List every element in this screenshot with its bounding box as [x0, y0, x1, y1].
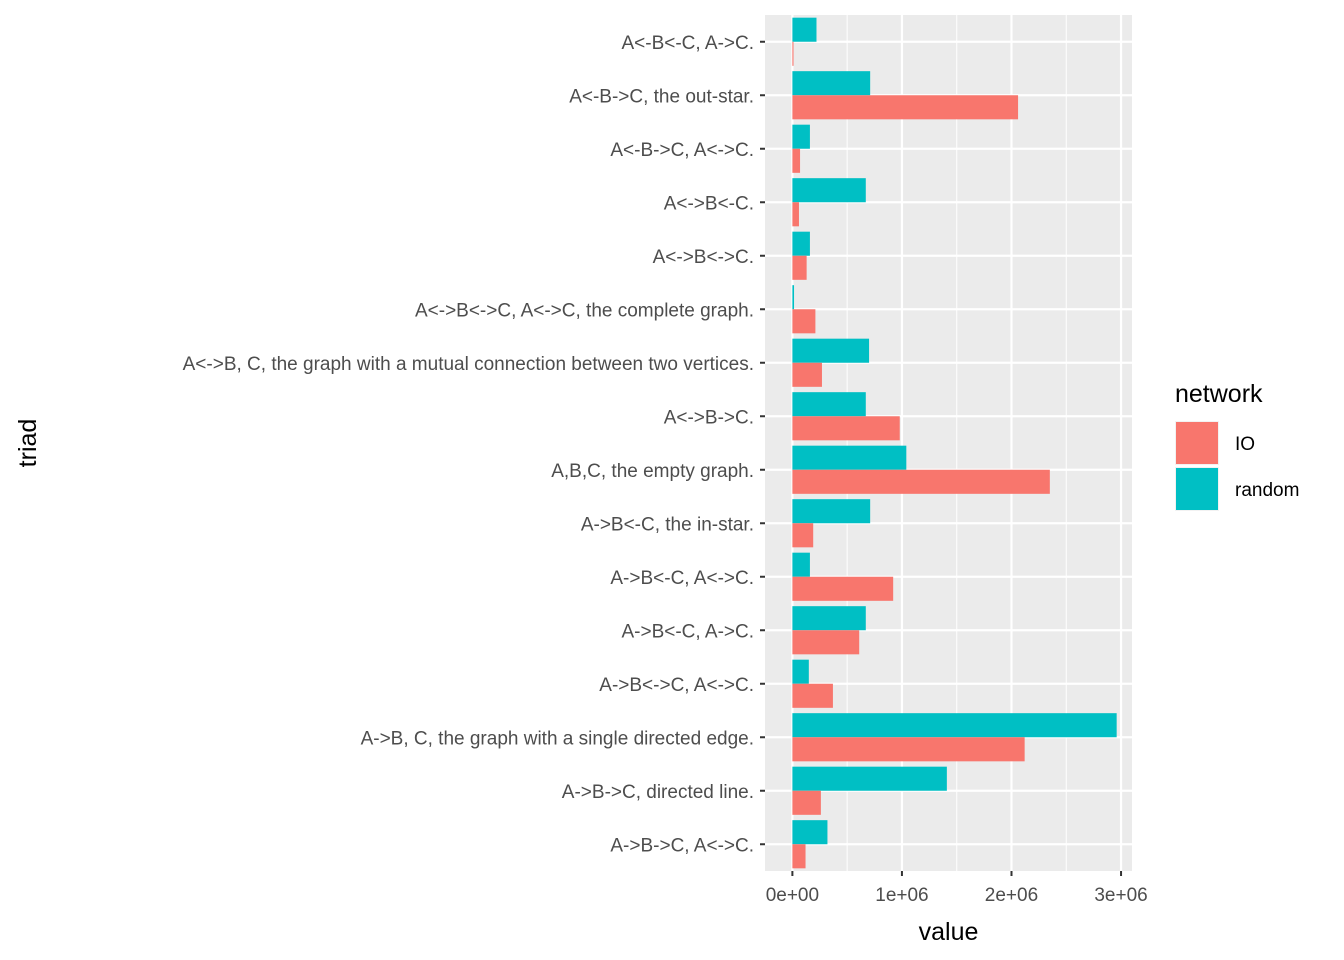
legend: network IO random: [1175, 380, 1299, 511]
legend-swatch: [1176, 468, 1218, 510]
x-tick-label: 3e+06: [1094, 885, 1147, 906]
bar-random: [792, 766, 947, 791]
bar-random: [792, 552, 810, 577]
bar-io: [792, 576, 894, 601]
bar-io: [792, 790, 821, 815]
bar-io: [792, 202, 799, 227]
bar-random: [792, 659, 809, 684]
y-tick-label: A<-B<-C, A->C.: [621, 33, 754, 54]
y-tick-label: A->B<-C, the in-star.: [581, 514, 754, 535]
y-tick-label: A<-B->C, A<->C.: [610, 140, 754, 161]
bar-io: [792, 469, 1050, 494]
y-tick-label: A<->B<->C, A<->C, the complete graph.: [415, 300, 754, 321]
y-tick-label: A->B, C, the graph with a single directe…: [361, 728, 754, 749]
x-axis: 0e+00 1e+06 2e+06 3e+06: [766, 871, 1148, 906]
bar-random: [792, 392, 866, 417]
bar-io: [792, 309, 816, 334]
legend-swatch: [1176, 422, 1218, 464]
legend-label: random: [1235, 480, 1299, 501]
y-tick-label: A<-B->C, the out-star.: [569, 86, 754, 107]
y-axis-title: triad: [14, 419, 42, 468]
y-tick-label: A<->B, C, the graph with a mutual connec…: [183, 354, 754, 375]
bar-random: [792, 499, 871, 524]
bar-io: [792, 41, 794, 66]
y-tick-label: A<->B->C.: [664, 407, 754, 428]
bar-random: [792, 124, 810, 149]
bar-random: [792, 445, 907, 470]
bar-io: [792, 630, 860, 655]
bar-io: [792, 844, 806, 869]
bar-random: [792, 606, 866, 631]
legend-title: network: [1175, 380, 1263, 408]
bar-random: [792, 71, 871, 96]
y-tick-label: A->B->C, directed line.: [562, 782, 754, 803]
bar-io: [792, 95, 1019, 120]
y-tick-label: A<->B<-C.: [664, 193, 754, 214]
x-axis-title: value: [919, 918, 979, 946]
y-axis: A<-B<-C, A->C. A<-B->C, the out-star. A<-B…: [183, 33, 765, 856]
x-tick-label: 2e+06: [985, 885, 1038, 906]
bar-io: [792, 255, 807, 280]
y-tick-label: A,B,C, the empty graph.: [551, 461, 754, 482]
y-tick-label: A->B->C, A<->C.: [610, 835, 754, 856]
bar-io: [792, 683, 833, 708]
bar-random: [792, 338, 870, 363]
x-tick-label: 0e+00: [766, 885, 819, 906]
y-tick-label: A->B<->C, A<->C.: [599, 675, 754, 696]
legend-label: IO: [1235, 434, 1255, 455]
bar-random: [792, 285, 795, 310]
bar-io: [792, 416, 900, 441]
bar-io: [792, 737, 1025, 762]
bar-io: [792, 148, 801, 173]
bar-io: [792, 362, 822, 387]
y-tick-label: A->B<-C, A->C.: [621, 621, 754, 642]
bars-group: [792, 17, 1117, 869]
y-tick-label: A->B<-C, A<->C.: [610, 568, 754, 589]
legend-items: IO random: [1175, 421, 1299, 511]
bar-random: [792, 713, 1117, 738]
bar-random: [792, 17, 817, 42]
bar-io: [792, 523, 814, 548]
y-tick-label: A<->B<->C.: [653, 247, 754, 268]
x-tick-label: 1e+06: [875, 885, 928, 906]
bar-random: [792, 231, 810, 256]
bar-random: [792, 178, 866, 203]
bar-random: [792, 820, 828, 845]
